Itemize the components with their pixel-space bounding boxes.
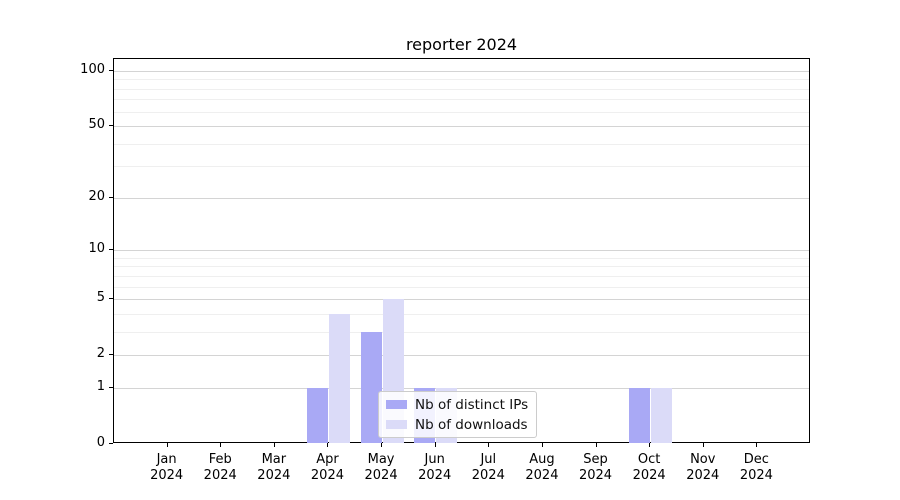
x-tick-year: 2024 bbox=[203, 468, 237, 483]
x-tick-month: May bbox=[367, 452, 395, 467]
plot-area bbox=[113, 58, 810, 443]
y-tick-label-5: 5 bbox=[96, 290, 105, 306]
gridline-minor bbox=[114, 257, 809, 259]
bar-downloads-apr bbox=[328, 313, 350, 443]
y-tick-mark bbox=[109, 249, 113, 251]
x-tick-month: Oct bbox=[637, 452, 661, 467]
legend-swatch-downloads bbox=[386, 420, 407, 429]
x-tick-month: Mar bbox=[261, 452, 287, 467]
x-tick-year: 2024 bbox=[310, 468, 344, 483]
bar-distinct-ips-oct bbox=[628, 387, 650, 443]
x-tick-month: Dec bbox=[743, 452, 769, 467]
y-tick-label-50: 50 bbox=[88, 117, 105, 133]
gridline-major bbox=[114, 250, 809, 252]
y-tick-mark bbox=[109, 354, 113, 356]
gridline-minor bbox=[114, 166, 809, 168]
x-tick-label-jun: Jun 2024 bbox=[405, 452, 465, 484]
x-tick-year: 2024 bbox=[578, 468, 613, 483]
gridline-minor bbox=[114, 88, 809, 90]
x-tick-mark bbox=[166, 443, 168, 447]
legend-label-distinct-ips: Nb of distinct IPs bbox=[415, 396, 529, 413]
y-tick-label-1: 1 bbox=[96, 378, 105, 394]
x-tick-label-sep: Sep 2024 bbox=[566, 452, 626, 484]
x-tick-mark bbox=[434, 443, 436, 447]
x-tick-year: 2024 bbox=[739, 468, 773, 483]
gridline-minor bbox=[114, 286, 809, 288]
x-tick-month: Nov bbox=[690, 452, 716, 467]
bar-downloads-oct bbox=[650, 387, 672, 443]
legend-row-distinct-ips: Nb of distinct IPs bbox=[386, 396, 528, 413]
legend-row-downloads: Nb of downloads bbox=[386, 416, 528, 433]
x-tick-label-jul: Jul 2024 bbox=[458, 452, 518, 484]
gridline-minor bbox=[114, 266, 809, 268]
x-tick-mark bbox=[649, 443, 651, 447]
x-tick-label-dec: Dec 2024 bbox=[726, 452, 786, 484]
x-tick-mark bbox=[381, 443, 383, 447]
gridline-major bbox=[114, 197, 809, 199]
x-tick-month: Aug bbox=[529, 452, 555, 467]
x-tick-month: Apr bbox=[316, 452, 339, 467]
x-tick-year: 2024 bbox=[418, 468, 452, 483]
bar-distinct-ips-apr bbox=[306, 387, 328, 443]
gridline-major bbox=[114, 355, 809, 357]
x-tick-year: 2024 bbox=[150, 468, 184, 483]
gridline-major bbox=[114, 71, 809, 72]
x-tick-mark bbox=[220, 443, 222, 447]
x-tick-mark bbox=[273, 443, 275, 447]
x-tick-year: 2024 bbox=[686, 468, 720, 483]
x-tick-year: 2024 bbox=[525, 468, 559, 483]
x-tick-mark bbox=[702, 443, 704, 447]
x-tick-label-jan: Jan 2024 bbox=[137, 452, 197, 484]
x-tick-year: 2024 bbox=[471, 468, 505, 483]
y-tick-label-20: 20 bbox=[88, 188, 105, 204]
gridline-minor bbox=[114, 99, 809, 101]
y-tick-mark bbox=[109, 386, 113, 388]
y-tick-mark bbox=[109, 70, 113, 71]
legend-label-downloads: Nb of downloads bbox=[415, 416, 528, 433]
gridline-minor bbox=[114, 313, 809, 315]
x-tick-label-mar: Mar 2024 bbox=[244, 452, 304, 484]
x-tick-mark bbox=[756, 443, 758, 447]
x-tick-mark bbox=[327, 443, 329, 447]
x-tick-mark bbox=[541, 443, 543, 447]
gridline-minor bbox=[114, 331, 809, 333]
x-tick-month: Jul bbox=[480, 452, 497, 467]
y-tick-label-0: 0 bbox=[96, 435, 105, 450]
gridline-minor bbox=[114, 275, 809, 277]
x-tick-label-apr: Apr 2024 bbox=[297, 452, 357, 484]
chart-title: reporter 2024 bbox=[405, 35, 518, 54]
x-tick-label-nov: Nov 2024 bbox=[673, 452, 733, 484]
x-tick-month: Jan bbox=[156, 452, 177, 467]
x-tick-month: Sep bbox=[583, 452, 608, 467]
y-tick-mark bbox=[109, 196, 113, 198]
x-tick-mark bbox=[488, 443, 490, 447]
gridline-major bbox=[114, 387, 809, 389]
x-tick-year: 2024 bbox=[632, 468, 666, 483]
bar-distinct-ips-may bbox=[360, 331, 382, 443]
y-tick-label-100: 100 bbox=[80, 62, 105, 77]
x-tick-month: Feb bbox=[208, 452, 232, 467]
x-tick-month: Jun bbox=[424, 452, 445, 467]
y-tick-label-2: 2 bbox=[96, 346, 105, 362]
x-tick-label-aug: Aug 2024 bbox=[512, 452, 572, 484]
gridline-major bbox=[114, 126, 809, 128]
gridline-major bbox=[114, 299, 809, 301]
x-tick-year: 2024 bbox=[257, 468, 291, 483]
x-tick-label-may: May 2024 bbox=[351, 452, 411, 484]
x-tick-label-feb: Feb 2024 bbox=[190, 452, 250, 484]
legend-swatch-distinct-ips bbox=[386, 400, 407, 409]
y-tick-mark bbox=[109, 443, 113, 444]
gridline-minor bbox=[114, 143, 809, 145]
y-tick-mark bbox=[109, 125, 113, 127]
x-tick-label-oct: Oct 2024 bbox=[619, 452, 679, 484]
x-tick-year: 2024 bbox=[364, 468, 398, 483]
y-tick-mark bbox=[109, 298, 113, 300]
gridline-minor bbox=[114, 111, 809, 113]
x-tick-mark bbox=[595, 443, 597, 447]
gridline-minor bbox=[114, 79, 809, 81]
legend: Nb of distinct IPs Nb of downloads bbox=[378, 391, 538, 438]
y-tick-label-10: 10 bbox=[88, 241, 105, 257]
